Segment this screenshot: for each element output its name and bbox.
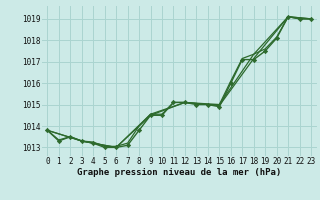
X-axis label: Graphe pression niveau de la mer (hPa): Graphe pression niveau de la mer (hPa) (77, 168, 281, 177)
